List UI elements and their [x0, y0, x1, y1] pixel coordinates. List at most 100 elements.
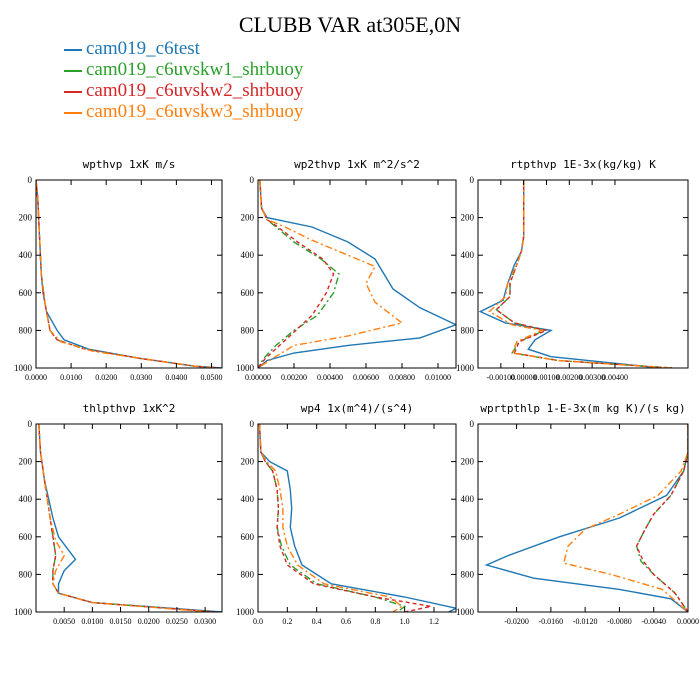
series-line: [478, 180, 661, 368]
x-tick-label: 0.0050: [53, 617, 75, 626]
y-tick-label: 1000: [236, 607, 255, 617]
series-line: [258, 180, 404, 368]
panel-frame: [477, 423, 689, 613]
legend-swatch: [64, 90, 82, 93]
panel-title: rtpthvp 1E-3x(kg/kg) K: [510, 158, 656, 171]
panel-frame: [257, 423, 457, 613]
legend-item: cam019_c6test: [64, 38, 200, 60]
y-tick-label: 600: [19, 532, 33, 542]
y-tick-label: 800: [19, 569, 33, 579]
y-tick-label: 200: [19, 457, 33, 467]
series-line: [258, 180, 335, 368]
panel-title: wp2thvp 1xK m^2/s^2: [294, 158, 420, 171]
y-tick-label: 200: [19, 213, 33, 223]
panel-frame: [35, 179, 223, 369]
series-line: [38, 424, 217, 612]
panel-title: wp4 1x(m^4)/(s^4): [301, 402, 414, 415]
x-tick-label: 0.0150: [110, 617, 132, 626]
series-line: [38, 424, 217, 612]
y-tick-label: 200: [461, 457, 475, 467]
series-line: [495, 180, 673, 368]
y-tick-label: 400: [19, 250, 33, 260]
legend-swatch: [64, 48, 82, 51]
y-tick-label: 0: [250, 175, 255, 185]
x-tick-label: 0.0500: [200, 373, 222, 382]
y-tick-label: 400: [461, 494, 475, 504]
legend-label: cam019_c6uvskw3_shrbuoy: [86, 101, 304, 122]
x-tick-label: 1.2: [429, 617, 439, 626]
x-tick-label: 0.0400: [165, 373, 187, 382]
x-tick-label: -0.0160: [539, 617, 564, 626]
series-line: [258, 180, 456, 368]
x-tick-label: 0.0300: [130, 373, 152, 382]
series-line: [258, 424, 456, 612]
legend-item: cam019_c6uvskw2_shrbuoy: [64, 80, 303, 102]
y-tick-label: 0: [470, 175, 475, 185]
panel-frame: [257, 179, 457, 369]
series-line: [635, 424, 688, 612]
legend-swatch: [64, 111, 82, 114]
x-tick-label: 0.0250: [166, 617, 188, 626]
y-tick-label: 400: [461, 250, 475, 260]
y-tick-label: 600: [241, 288, 255, 298]
y-tick-label: 800: [241, 325, 255, 335]
panel-frame: [35, 423, 223, 613]
x-tick-label: 0.8: [370, 617, 380, 626]
y-tick-label: 400: [241, 250, 255, 260]
y-tick-label: 0: [250, 419, 255, 429]
y-tick-label: 1000: [236, 363, 255, 373]
y-tick-label: 600: [241, 532, 255, 542]
x-tick-label: 0.00000: [511, 373, 537, 382]
y-tick-label: 800: [461, 325, 475, 335]
y-tick-label: 1000: [14, 607, 33, 617]
series-line: [36, 180, 216, 368]
x-tick-label: 0.0100: [81, 617, 103, 626]
x-tick-label: 0.00100: [533, 373, 559, 382]
y-tick-label: 400: [19, 494, 33, 504]
x-tick-label: 0.00400: [602, 373, 628, 382]
legend-label: cam019_c6uvskw2_shrbuoy: [86, 80, 304, 101]
y-tick-label: 200: [241, 213, 255, 223]
series-line: [38, 424, 222, 612]
series-line: [258, 424, 432, 612]
x-tick-label: 0.00200: [281, 373, 307, 382]
x-tick-label: 0.0200: [138, 617, 160, 626]
x-tick-label: 0.0300: [194, 617, 216, 626]
x-tick-label: 0.00300: [579, 373, 605, 382]
y-tick-label: 200: [241, 457, 255, 467]
x-tick-label: -0.0120: [573, 617, 598, 626]
y-tick-label: 800: [461, 569, 475, 579]
series-line: [258, 424, 403, 612]
legend-label: cam019_c6test: [86, 38, 200, 59]
y-tick-label: 1000: [456, 607, 475, 617]
legend-label: cam019_c6uvskw1_shrbuoy: [86, 59, 304, 80]
series-line: [36, 180, 222, 368]
x-tick-label: 0.0100: [60, 373, 82, 382]
figure-title: CLUBB VAR at305E,0N: [238, 12, 462, 37]
panel-title: wpthvp 1xK m/s: [83, 158, 176, 171]
x-tick-label: 0.00400: [317, 373, 343, 382]
y-tick-label: 600: [461, 532, 475, 542]
x-tick-label: 0.01000: [425, 373, 451, 382]
y-tick-label: 0: [470, 419, 475, 429]
x-tick-label: -0.00100: [486, 373, 515, 382]
x-tick-label: -0.0040: [641, 617, 666, 626]
series-line: [562, 424, 688, 612]
x-tick-label: 0.4: [312, 617, 322, 626]
x-tick-label: 0.6: [341, 617, 351, 626]
panel-title: wprtpthlp 1-E-3x(m kg K)/(s kg): [480, 402, 685, 415]
y-tick-label: 0: [28, 175, 33, 185]
y-tick-label: 600: [19, 288, 33, 298]
x-tick-label: 1.0: [400, 617, 410, 626]
legend-swatch: [64, 69, 82, 72]
x-tick-label: 0.00800: [389, 373, 415, 382]
x-tick-label: 0.0: [253, 617, 263, 626]
legend-item: cam019_c6uvskw1_shrbuoy: [64, 59, 303, 81]
legend-item: cam019_c6uvskw3_shrbuoy: [64, 101, 303, 123]
y-tick-label: 400: [241, 494, 255, 504]
x-tick-label: -0.0200: [504, 617, 529, 626]
panel-title: thlpthvp 1xK^2: [83, 402, 176, 415]
x-tick-label: 0.00200: [556, 373, 582, 382]
y-tick-label: 1000: [14, 363, 33, 373]
